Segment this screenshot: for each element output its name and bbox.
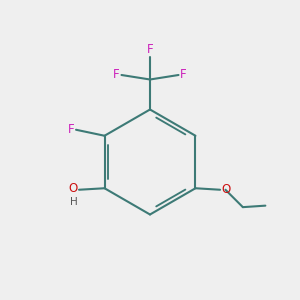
Text: H: H bbox=[70, 197, 78, 207]
Text: F: F bbox=[68, 123, 74, 136]
Text: O: O bbox=[222, 183, 231, 196]
Text: F: F bbox=[147, 43, 153, 56]
Text: O: O bbox=[69, 182, 78, 195]
Text: F: F bbox=[180, 68, 187, 82]
Text: F: F bbox=[113, 68, 120, 82]
